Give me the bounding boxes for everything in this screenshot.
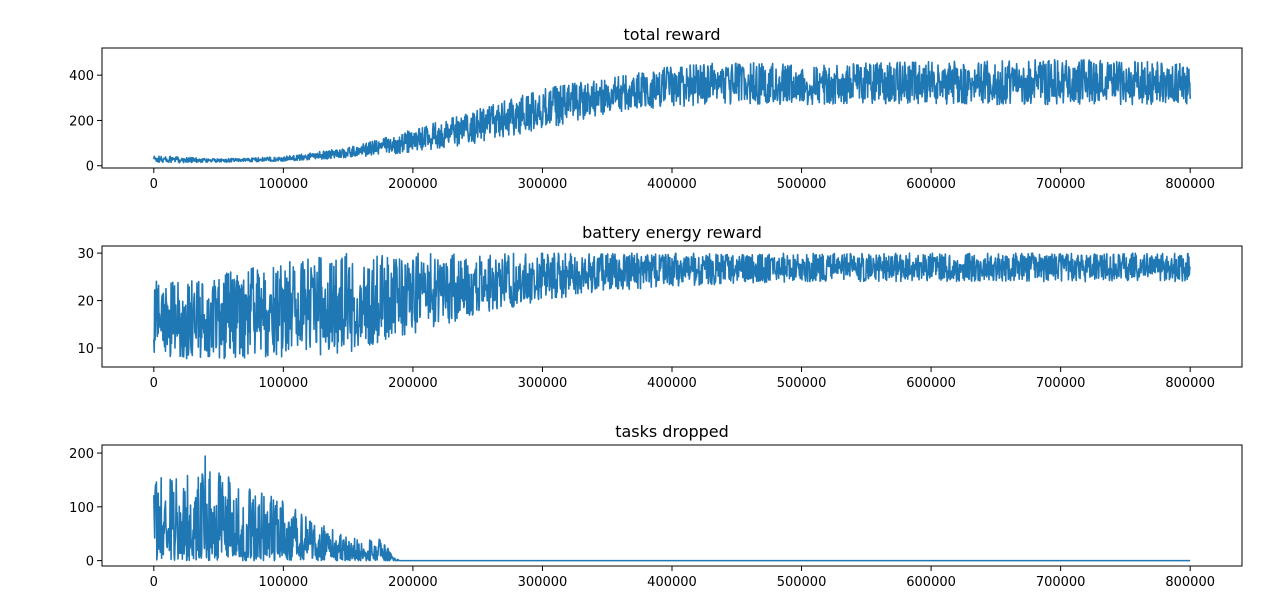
- subplot-total-reward: total reward 0 100000 200000 300000 4000…: [69, 25, 1243, 192]
- subplot-battery-energy-reward: battery energy reward 0 100000 200000 30…: [77, 223, 1243, 391]
- x-tick-labels: 0 100000 200000 300000 400000 500000 600…: [150, 376, 1215, 391]
- x-tick-label: 400000: [647, 575, 697, 590]
- x-tick-label: 500000: [777, 177, 827, 192]
- x-tick-label: 0: [150, 376, 158, 391]
- x-tick-label: 300000: [518, 376, 568, 391]
- y-tick-label: 100: [69, 501, 94, 516]
- y-tick-label: 0: [86, 555, 94, 570]
- x-tick-label: 0: [150, 575, 158, 590]
- subplot-title: battery energy reward: [582, 223, 762, 242]
- y-tick-label: 10: [77, 342, 94, 357]
- x-tick-labels: 0 100000 200000 300000 400000 500000 600…: [150, 575, 1215, 590]
- x-ticks: [153, 566, 1191, 571]
- series-line: [153, 58, 1191, 164]
- x-tick-label: 800000: [1165, 376, 1215, 391]
- y-ticks: [97, 452, 102, 562]
- x-tick-label: 800000: [1165, 575, 1215, 590]
- x-tick-label: 600000: [906, 376, 956, 391]
- x-tick-label: 100000: [259, 376, 309, 391]
- x-tick-label: 800000: [1165, 177, 1215, 192]
- series-line: [153, 252, 1191, 360]
- series-line: [153, 455, 1191, 562]
- x-ticks: [153, 367, 1191, 372]
- y-tick-labels: 0 200 400: [69, 69, 94, 175]
- y-tick-label: 0: [86, 160, 94, 175]
- x-tick-label: 200000: [388, 376, 438, 391]
- subplot-title: tasks dropped: [615, 422, 729, 441]
- subplot-tasks-dropped: tasks dropped 0 100000 200000 300000 400…: [69, 422, 1243, 590]
- y-tick-labels: 0 100 200: [69, 447, 94, 570]
- y-tick-label: 20: [77, 295, 94, 310]
- y-tick-label: 200: [69, 447, 94, 462]
- y-tick-label: 30: [77, 247, 94, 262]
- x-tick-label: 400000: [647, 177, 697, 192]
- x-ticks: [153, 168, 1191, 173]
- series-layer: [153, 455, 1191, 562]
- x-tick-label: 100000: [259, 177, 309, 192]
- x-tick-label: 600000: [906, 575, 956, 590]
- x-tick-label: 700000: [1036, 376, 1086, 391]
- x-tick-label: 0: [150, 177, 158, 192]
- x-tick-label: 500000: [777, 376, 827, 391]
- axes-frame: [101, 444, 1243, 567]
- y-tick-labels: 10 20 30: [77, 247, 94, 357]
- series-layer: [153, 252, 1191, 360]
- axes-frame: [101, 47, 1243, 169]
- y-tick-label: 400: [69, 69, 94, 84]
- series-layer: [153, 58, 1191, 164]
- x-tick-label: 200000: [388, 177, 438, 192]
- x-tick-label: 500000: [777, 575, 827, 590]
- subplot-title: total reward: [623, 25, 720, 44]
- x-tick-label: 300000: [518, 177, 568, 192]
- x-tick-label: 600000: [906, 177, 956, 192]
- x-tick-label: 700000: [1036, 575, 1086, 590]
- x-tick-label: 400000: [647, 376, 697, 391]
- x-tick-label: 200000: [388, 575, 438, 590]
- x-tick-label: 300000: [518, 575, 568, 590]
- x-tick-label: 100000: [259, 575, 309, 590]
- y-ticks: [97, 74, 102, 167]
- x-tick-label: 700000: [1036, 177, 1086, 192]
- axes-frame: [101, 245, 1243, 368]
- y-ticks: [97, 252, 102, 349]
- y-tick-label: 200: [69, 114, 94, 129]
- x-tick-labels: 0 100000 200000 300000 400000 500000 600…: [150, 177, 1215, 192]
